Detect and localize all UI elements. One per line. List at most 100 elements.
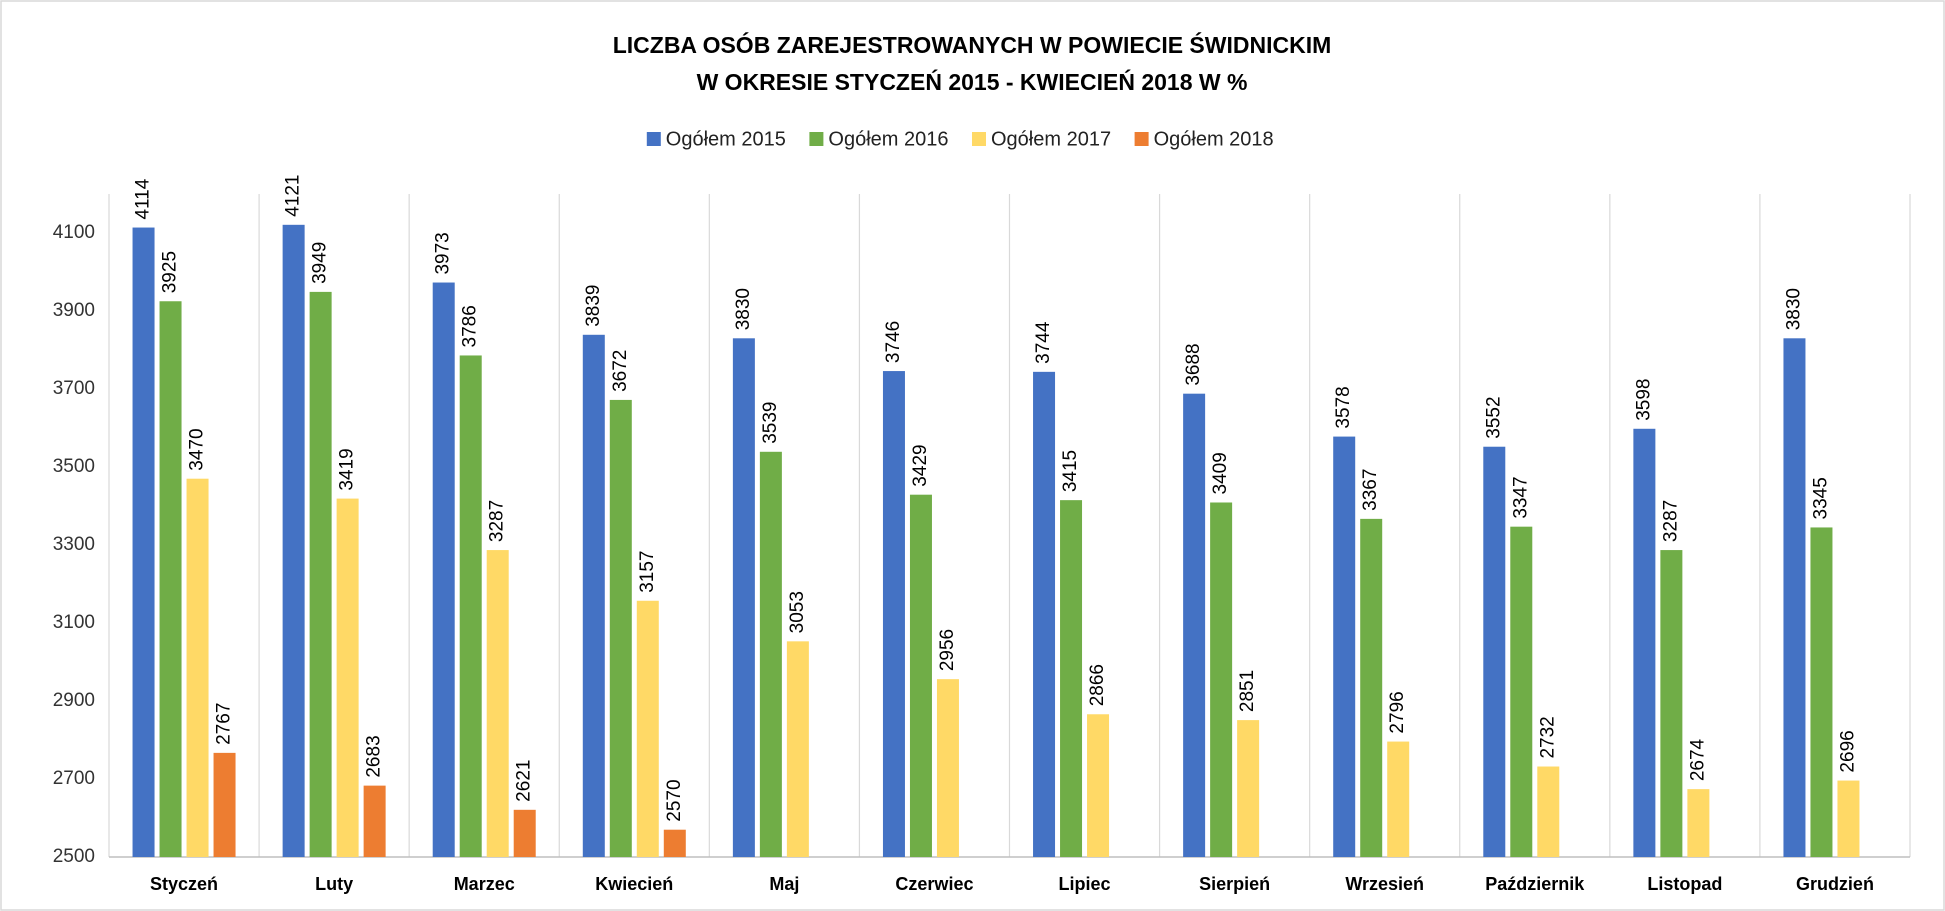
bar [486,550,509,857]
chart-title: W OKRESIE STYCZEŃ 2015 - KWIECIEŃ 2018 W… [697,68,1248,95]
bar [732,338,755,857]
bar [336,498,359,857]
bar [159,301,182,857]
bar [759,451,782,857]
bar [1237,720,1260,857]
bar [1183,393,1206,857]
x-tick-label: Luty [315,874,353,894]
x-tick-label: Listopad [1647,874,1722,894]
y-tick-label: 3900 [53,300,95,321]
bar [1483,446,1506,857]
x-tick-label: Grudzień [1796,874,1874,894]
data-label: 3419 [337,448,358,490]
bar [1033,371,1056,857]
y-tick-label: 3300 [53,534,95,555]
bar [282,224,305,857]
legend-swatch [972,132,986,146]
bar [636,600,659,857]
data-label: 3786 [460,305,481,347]
bar [882,371,905,857]
bar [609,399,632,857]
data-label: 2956 [937,629,958,671]
bar [1537,766,1560,857]
data-label: 3157 [637,550,658,592]
y-tick-label: 3100 [53,612,95,633]
x-tick-label: Czerwiec [895,874,973,894]
x-tick-label: Styczeń [150,874,218,894]
x-tick-label: Sierpień [1199,874,1270,894]
bar [459,355,482,857]
bar [936,679,959,857]
legend-swatch [1134,132,1149,146]
data-label: 3744 [1033,321,1054,364]
y-tick-label: 4100 [53,222,95,243]
data-label: 3973 [433,232,454,274]
data-label: 3287 [487,500,508,542]
data-label: 3746 [883,321,904,363]
bar [582,334,605,857]
legend-label: Ogółem 2016 [828,128,948,150]
data-label: 2732 [1537,716,1558,758]
bar [186,478,209,857]
bar [1210,502,1233,857]
legend-label: Ogółem 2015 [666,128,786,150]
data-label: 3367 [1360,469,1381,511]
data-label: 3409 [1210,452,1231,494]
legend-label: Ogółem 2017 [991,128,1111,150]
data-label: 3925 [160,251,181,293]
x-tick-label: Wrzesień [1345,874,1424,894]
y-tick-label: 3500 [53,456,95,477]
bar [1783,338,1806,857]
data-label: 3598 [1633,378,1654,420]
bar [363,785,386,857]
data-label: 3830 [1783,288,1804,330]
x-tick-label: Maj [769,874,799,894]
data-label: 3287 [1660,500,1681,542]
data-label: 2683 [364,735,385,777]
data-label: 3053 [787,591,808,633]
data-label: 3415 [1060,450,1081,492]
data-label: 3429 [910,444,931,486]
data-label: 3345 [1810,477,1831,519]
x-tick-label: Lipiec [1059,874,1111,894]
y-tick-label: 2700 [53,768,95,789]
data-label: 2570 [664,779,685,821]
data-label: 3470 [187,428,208,470]
y-tick-label: 2500 [53,846,95,867]
data-label: 2851 [1237,670,1258,712]
bar [213,752,236,857]
bar [1060,500,1083,857]
data-label: 3672 [610,350,631,392]
y-tick-label: 3700 [53,378,95,399]
bar [786,641,809,857]
data-label: 3688 [1183,343,1204,385]
y-tick-label: 2900 [53,690,95,711]
data-label: 2674 [1687,738,1708,781]
bar [132,227,155,858]
data-label: 4114 [133,178,154,219]
bar [1333,436,1356,857]
data-label: 3949 [310,242,331,284]
bar [1087,714,1110,857]
data-label: 3578 [1333,386,1354,428]
bar [513,809,536,857]
bar [1837,780,1860,857]
bar [909,494,932,857]
data-label: 2767 [214,703,235,745]
bar [1360,518,1383,857]
bar [432,282,455,857]
bar [1810,527,1833,857]
data-label: 2796 [1387,691,1408,733]
data-label: 2866 [1087,664,1108,706]
bar [1510,526,1533,857]
legend-swatch [809,132,824,146]
bar [1387,741,1410,857]
data-label: 3539 [760,402,781,444]
bar [309,291,332,857]
legend-label: Ogółem 2018 [1154,128,1274,150]
chart-title: LICZBA OSÓB ZAREJESTROWANYCH W POWIECIE … [613,31,1332,58]
x-tick-label: Marzec [454,874,515,894]
bar [1633,428,1656,857]
x-tick-label: Październik [1485,874,1585,894]
